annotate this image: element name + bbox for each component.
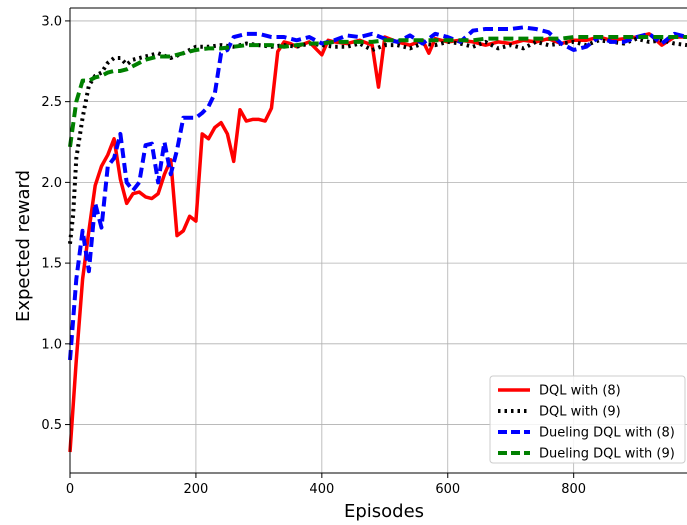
- y-axis-title: Expected reward: [13, 170, 34, 322]
- x-tick-label: 800: [561, 482, 586, 497]
- y-tick-label: 1.0: [41, 337, 62, 352]
- legend-label-2: DQL with (9): [539, 405, 621, 420]
- series-group: [68, 25, 687, 453]
- legend: DQL with (8) DQL with (9) Dueling DQL with…: [489, 375, 686, 464]
- x-tick-label: 400: [309, 482, 334, 497]
- y-tick-label: 2.5: [41, 95, 62, 110]
- legend-label-1: DQL with (8): [539, 384, 621, 399]
- y-tick-label: 0.5: [41, 418, 62, 433]
- x-axis-title: Episodes: [344, 501, 424, 522]
- y-tick-label: 3.0: [41, 14, 62, 29]
- axes: [65, 7, 687, 478]
- y-tick-label: 2.0: [41, 176, 62, 191]
- series-line-1: [68, 32, 687, 453]
- legend-label-4: Dueling DQL with (9): [539, 447, 675, 462]
- x-tick-label: 200: [184, 482, 209, 497]
- legend-label-3: Dueling DQL with (8): [539, 426, 675, 441]
- legend-box: [489, 375, 686, 464]
- tick-labels: 0 200 400 600 800 0.5 1.0 1.5 2.0 2.5 3.0: [41, 14, 586, 497]
- x-tick-label: 0: [66, 482, 74, 497]
- series-line-4: [68, 35, 687, 148]
- y-tick-label: 1.5: [41, 257, 62, 272]
- x-tick-label: 600: [435, 482, 460, 497]
